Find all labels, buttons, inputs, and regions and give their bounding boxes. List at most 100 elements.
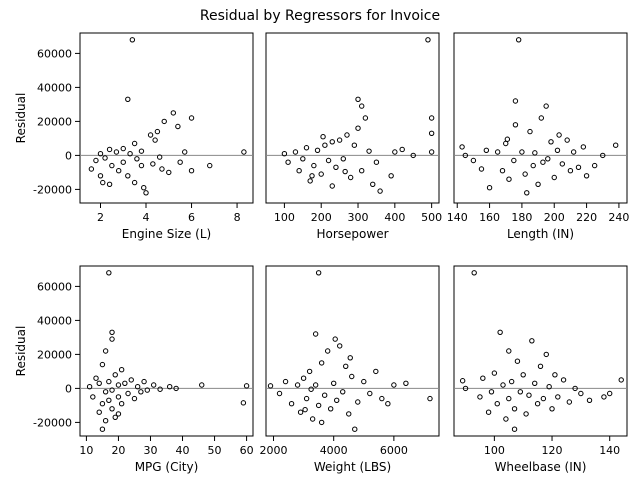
x-tick-label: 120 [542, 444, 563, 457]
data-point [488, 389, 495, 395]
x-tick-label: 4 [143, 211, 150, 224]
data-point [532, 150, 538, 156]
data-point [93, 375, 99, 381]
data-point [173, 385, 179, 392]
data-point [545, 156, 551, 162]
x-tick-label: 200 [544, 211, 565, 224]
x-tick-label: 4000 [320, 444, 348, 457]
data-point [362, 115, 369, 121]
data-point [410, 152, 416, 159]
data-point [500, 382, 506, 388]
data-point [240, 400, 247, 406]
data-point [511, 157, 517, 164]
data-point [428, 130, 435, 137]
data-point [497, 329, 503, 335]
data-point [506, 348, 512, 354]
data-point [523, 411, 529, 417]
data-point [167, 384, 173, 390]
data-point [113, 149, 120, 155]
data-point [519, 149, 525, 155]
data-point [288, 401, 295, 407]
data-point [118, 401, 125, 407]
data-point [322, 142, 328, 148]
data-point [314, 147, 321, 154]
data-point [309, 173, 315, 179]
data-point [359, 103, 365, 109]
data-point [109, 406, 115, 412]
data-point [312, 382, 319, 388]
data-point [199, 382, 205, 388]
data-point [96, 380, 102, 386]
data-point [161, 118, 167, 125]
data-point [325, 157, 332, 164]
data-point [459, 144, 465, 150]
data-point [182, 149, 188, 155]
data-point [302, 406, 308, 413]
data-point [318, 171, 324, 177]
data-point [276, 390, 283, 397]
data-point [102, 389, 109, 395]
data-point [90, 394, 96, 400]
data-point [115, 382, 122, 388]
data-point [330, 380, 337, 386]
y-tick-label: -20000 [33, 183, 72, 196]
data-point [546, 384, 552, 390]
data-point [511, 426, 518, 432]
data-point [399, 146, 405, 153]
data-point [102, 418, 109, 424]
x-axis-label: Length (IN) [507, 227, 574, 241]
data-point [522, 171, 528, 177]
data-point [560, 377, 567, 383]
data-point [511, 406, 518, 412]
data-point [141, 185, 147, 191]
data-point [188, 168, 195, 174]
y-tick-label: 0 [65, 149, 72, 162]
data-point [296, 168, 302, 174]
data-point [483, 147, 490, 154]
data-point [530, 162, 536, 169]
data-point [503, 416, 509, 422]
data-point [122, 380, 128, 386]
x-tick-label: 60 [240, 444, 254, 457]
x-axis-label: Wheelbase (IN) [495, 460, 587, 474]
data-point [321, 392, 328, 398]
x-tick-label: 2 [97, 211, 104, 224]
data-point [115, 394, 122, 400]
data-point [297, 409, 304, 415]
data-point [138, 148, 145, 154]
data-point [156, 154, 163, 160]
data-point [355, 399, 361, 405]
data-point [312, 331, 319, 337]
x-axis-label: MPG (City) [135, 460, 199, 474]
data-point [303, 395, 310, 402]
x-tick-label: 240 [608, 211, 629, 224]
data-point [311, 162, 317, 169]
data-point [112, 372, 118, 378]
data-point [366, 148, 372, 154]
data-point [494, 401, 500, 407]
data-point [555, 394, 561, 400]
panel-frame [453, 265, 628, 437]
data-point [109, 387, 115, 393]
data-point [485, 409, 492, 415]
data-point [324, 348, 331, 354]
data-point [99, 361, 106, 368]
data-point [551, 174, 557, 181]
data-point [340, 156, 346, 162]
x-axis-label: Horsepower [316, 227, 388, 241]
data-point [543, 351, 549, 358]
data-point [352, 426, 358, 432]
data-point [150, 161, 156, 167]
data-point [370, 181, 376, 188]
x-tick-label: 6 [188, 211, 195, 224]
x-axis-label: Weight (LBS) [314, 460, 391, 474]
x-axis-label: Engine Size (L) [122, 227, 211, 241]
data-point [346, 411, 352, 417]
data-point [96, 409, 102, 415]
data-point [329, 139, 335, 145]
data-point [379, 395, 385, 402]
data-point [120, 145, 126, 152]
data-point [131, 179, 138, 186]
data-point [361, 378, 367, 385]
